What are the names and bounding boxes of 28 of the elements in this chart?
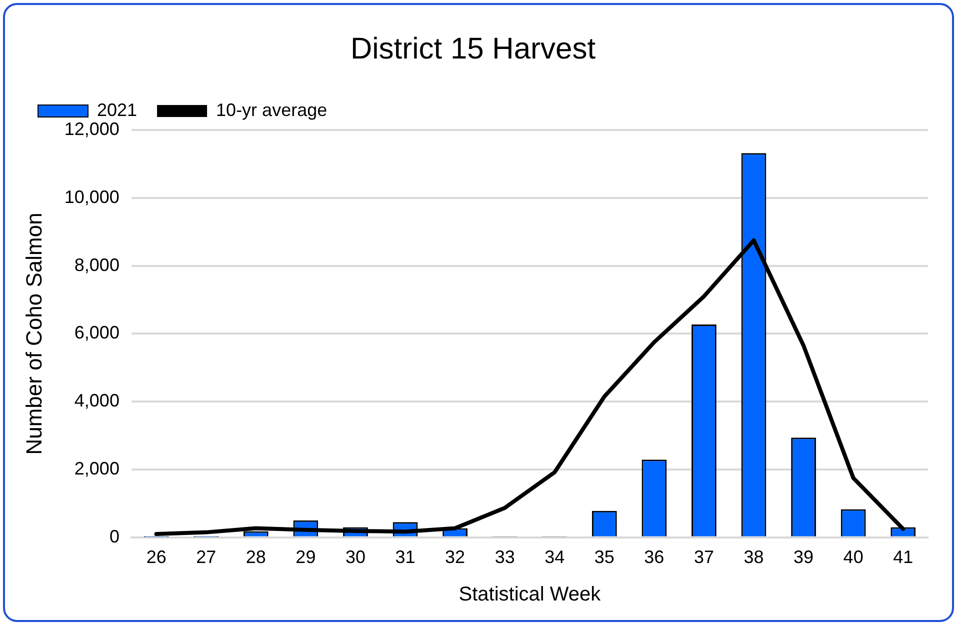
y-tick-label: 12,000 — [64, 118, 120, 139]
x-tick-label: 32 — [445, 547, 466, 568]
x-tick-label: 36 — [644, 547, 664, 568]
y-tick-label: 6,000 — [74, 322, 120, 343]
y-tick-label: 2,000 — [74, 458, 120, 478]
y-tick-label: 8,000 — [74, 254, 120, 275]
x-axis-title: Statistical Week — [458, 584, 602, 606]
x-tick-label: 29 — [296, 547, 316, 568]
y-tick-label: 0 — [109, 526, 120, 546]
x-tick-label: 26 — [146, 547, 166, 568]
chart-title: District 15 Harvest — [350, 32, 596, 66]
y-tick-label: 4,000 — [74, 390, 120, 411]
legend-label: 10-yr average — [216, 100, 328, 120]
x-tick-label: 30 — [345, 547, 366, 568]
y-axis-title: Number of Coho Salmon — [21, 212, 46, 455]
x-tick-label: 31 — [395, 547, 416, 568]
x-tick-label: 27 — [196, 547, 216, 568]
x-tick-label: 34 — [544, 547, 565, 568]
x-tick-label: 33 — [494, 547, 515, 568]
legend-label: 2021 — [97, 100, 138, 120]
y-tick-label: 10,000 — [64, 186, 120, 207]
x-tick-label: 28 — [246, 547, 266, 568]
x-tick-label: 41 — [893, 547, 914, 568]
x-tick-label: 37 — [694, 547, 714, 568]
x-tick-label: 38 — [744, 547, 764, 568]
x-tick-label: 40 — [843, 547, 864, 568]
x-tick-label: 39 — [794, 547, 814, 568]
x-tick-label: 35 — [594, 547, 614, 568]
